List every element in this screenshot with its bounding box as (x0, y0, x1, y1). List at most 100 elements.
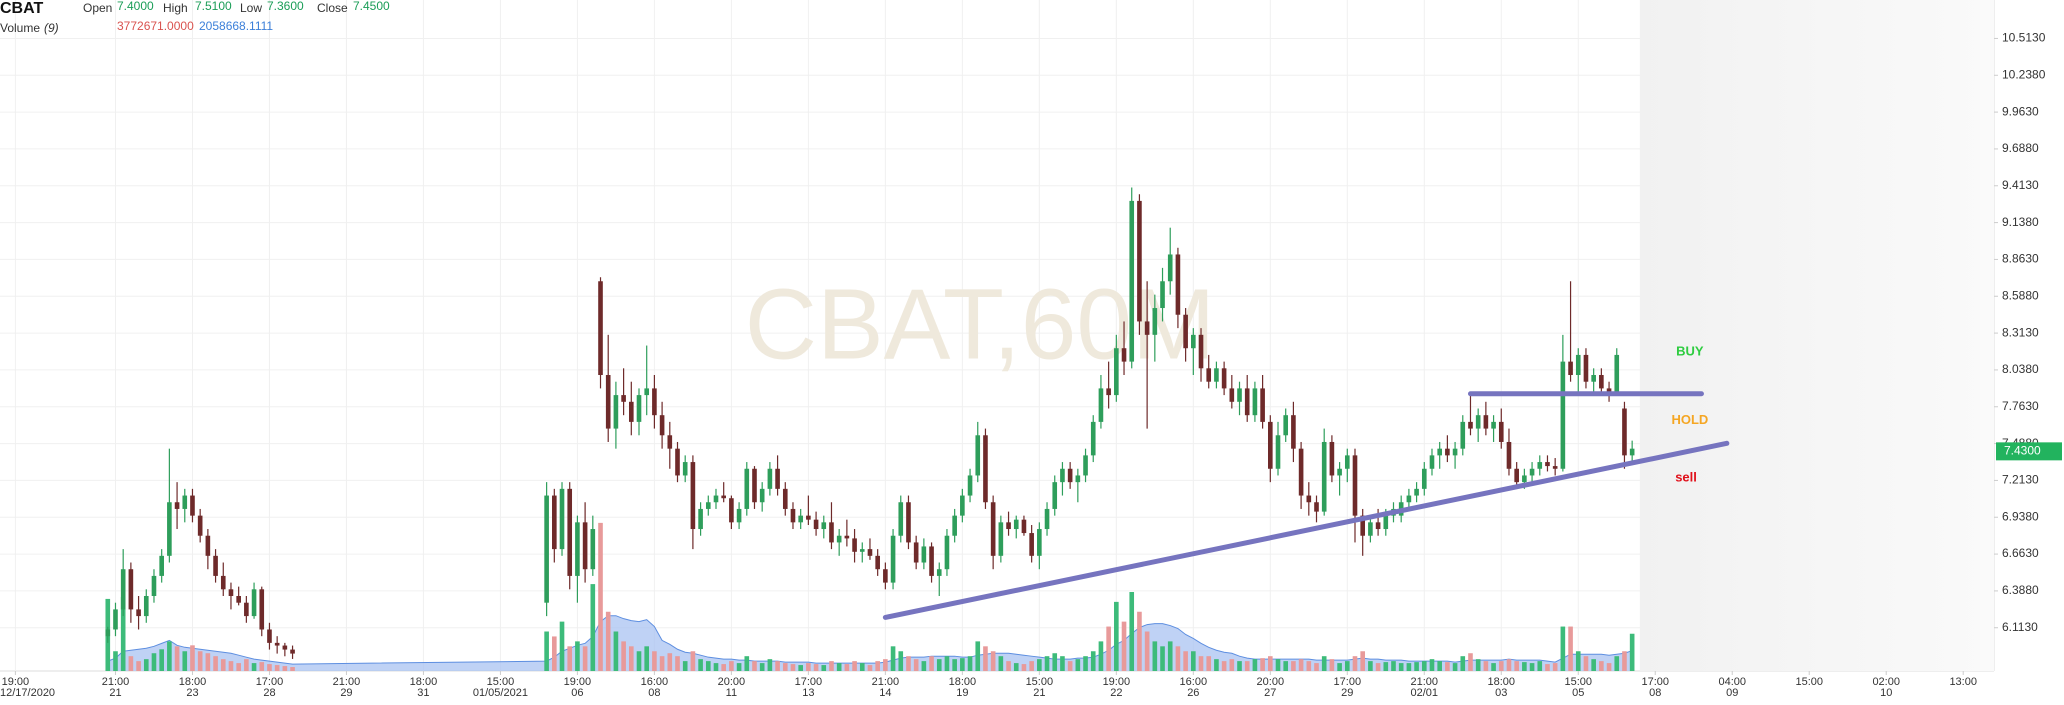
candle-body (582, 522, 588, 570)
candle-body (1083, 455, 1088, 476)
volume-bar (1514, 661, 1519, 671)
candle-body (267, 629, 272, 643)
volume-bar (267, 664, 272, 671)
y-tick-label: 9.4130 (2002, 178, 2039, 192)
volume-bar (1075, 659, 1081, 671)
x-tick-date: 29 (340, 687, 352, 699)
candle-body (1013, 519, 1019, 530)
volume-bar (244, 659, 249, 671)
volume-bar (798, 665, 803, 671)
volume-bar (944, 656, 950, 671)
x-tick-label: 15:00 (1564, 676, 1592, 688)
volume-bar (1090, 651, 1096, 671)
x-tick-date: 31 (417, 687, 429, 699)
x-tick-label: 15:00 (487, 676, 515, 688)
volume-bar (128, 656, 134, 671)
candle-body (1622, 408, 1627, 456)
volume-bar (582, 646, 588, 671)
candle-body (1337, 468, 1342, 476)
volume-bar (1214, 659, 1219, 671)
volume-bar (813, 664, 819, 671)
volume-bar (1498, 661, 1504, 671)
candle-body (906, 502, 911, 543)
x-tick-label: 21:00 (102, 676, 130, 688)
volume-bar (1244, 661, 1250, 671)
volume-bar (936, 659, 942, 671)
x-tick-date: 08 (1649, 687, 1661, 699)
x-tick-date: 05 (1572, 687, 1584, 699)
candle-body (998, 522, 1004, 556)
candle-body (1575, 354, 1581, 376)
readout-label: Low (240, 1, 262, 15)
volume-bar (636, 651, 642, 671)
annotation: HOLD (1671, 412, 1708, 427)
candle-body (1260, 388, 1265, 422)
candle-body (605, 375, 611, 429)
readout-value: 2058668.1111 (199, 19, 273, 33)
x-tick-date: 27 (1264, 687, 1276, 699)
candle-body (859, 549, 865, 552)
candle-body (1037, 529, 1042, 556)
candle-body (174, 502, 180, 509)
candle-body (898, 502, 904, 536)
volume-bar (1568, 626, 1573, 671)
volume-bar (1021, 664, 1027, 671)
x-tick-label: 20:00 (1257, 676, 1285, 688)
volume-bar (143, 659, 149, 671)
volume-bar (736, 663, 742, 671)
volume-bar (1398, 663, 1404, 671)
volume-bar (1152, 641, 1158, 671)
x-tick-label: 19:00 (1103, 676, 1131, 688)
volume-bar (721, 664, 727, 671)
x-tick-date: 09 (1726, 687, 1738, 699)
volume-bar (1137, 611, 1142, 671)
candle-body (151, 575, 157, 596)
candle-body (829, 522, 834, 543)
volume-bar (120, 596, 126, 671)
volume-bar (1614, 656, 1620, 671)
volume-bar (1167, 641, 1173, 671)
volume-bar (667, 653, 673, 671)
candle-body (213, 555, 218, 576)
volume-bar (1506, 659, 1512, 671)
y-tick-label: 9.1380 (2002, 215, 2039, 229)
x-tick-label: 18:00 (179, 676, 207, 688)
candle-body (282, 645, 288, 650)
volume-bar (1629, 633, 1635, 671)
candle-body (1452, 448, 1458, 456)
volume-bar (875, 661, 880, 671)
volume-bar (1160, 646, 1165, 671)
candle-body (1291, 415, 1296, 449)
x-tick-label: 21:00 (1411, 676, 1439, 688)
candle-body (167, 502, 172, 556)
candle-body (1306, 495, 1312, 503)
candle-body (759, 488, 765, 503)
volume-bar (952, 659, 957, 671)
x-tick-date: 14 (879, 687, 891, 699)
candle-body (1375, 522, 1381, 530)
x-tick-label: 16:00 (1180, 676, 1208, 688)
y-tick-label: 6.3880 (2002, 583, 2039, 597)
volume-bar (213, 656, 218, 671)
candle-body (1406, 495, 1412, 503)
x-tick-label: 18:00 (410, 676, 438, 688)
y-tick-label: 8.5880 (2002, 288, 2039, 302)
volume-bar (1391, 661, 1396, 671)
candle-body (1060, 468, 1065, 483)
candle-body (1321, 441, 1327, 512)
volume-bar (1414, 662, 1419, 671)
candle-body (544, 495, 549, 603)
x-tick-date: 22 (1110, 687, 1122, 699)
candle-body (890, 535, 896, 583)
candle-body (1498, 421, 1504, 442)
candle-body (921, 546, 927, 563)
volume-bar (628, 646, 634, 671)
volume-bar (167, 641, 172, 671)
candle-body (128, 569, 134, 610)
watermark: CBAT,60M (745, 268, 1216, 380)
candle-body (675, 448, 680, 476)
volume-bar (883, 659, 888, 671)
x-tick-label: 20:00 (718, 676, 746, 688)
candle-body (867, 549, 873, 556)
candle-body (1368, 522, 1373, 536)
